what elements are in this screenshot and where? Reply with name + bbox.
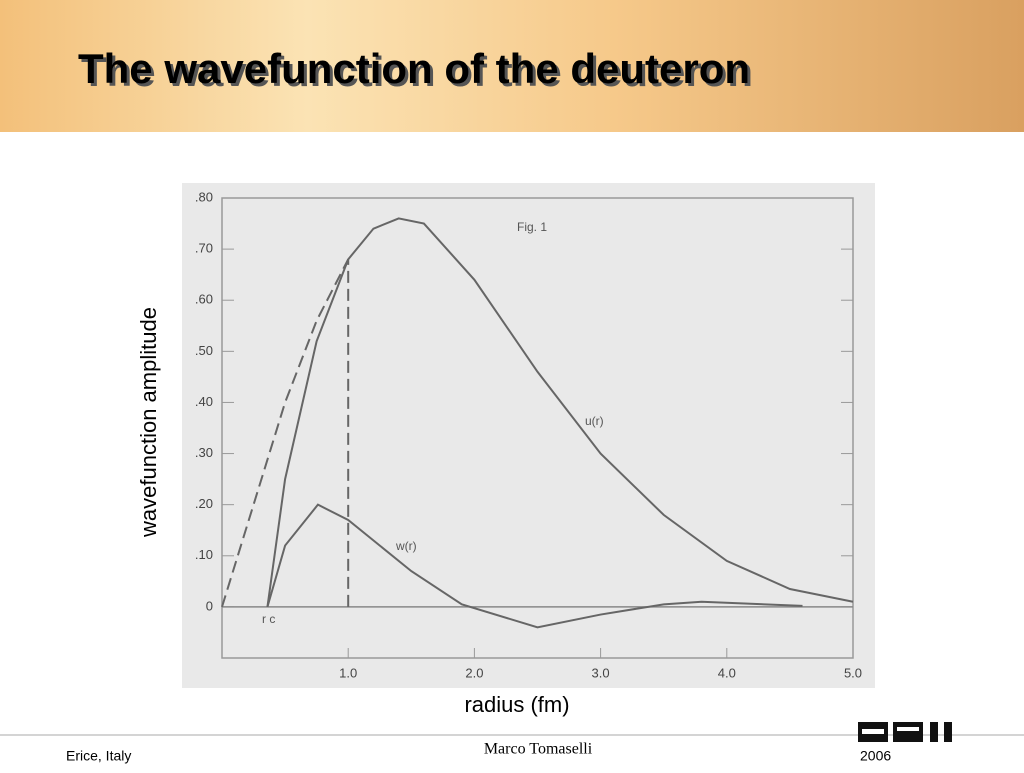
gsi-logo: [858, 722, 952, 742]
y-axis-label: wavefunction amplitude: [136, 307, 161, 538]
x-tick-label: 4.0: [718, 665, 736, 680]
series-line: [266, 217, 854, 608]
annotation: r c: [262, 612, 275, 626]
curve-label: u(r): [585, 414, 604, 428]
annotation: Fig. 1: [517, 220, 547, 234]
slide-title: The wavefunction of the deuteron: [78, 45, 750, 92]
footer-right: 2006: [860, 748, 891, 764]
curve-label: w(r): [395, 539, 417, 553]
series-line: [266, 503, 803, 629]
x-tick-label: 5.0: [844, 665, 862, 680]
x-tick-label: 1.0: [339, 665, 357, 680]
y-tick-label: .40: [195, 394, 213, 409]
x-axis-label: radius (fm): [464, 692, 569, 717]
header-banner: [0, 0, 1024, 132]
y-tick-label: .70: [195, 241, 213, 256]
x-tick-label: 3.0: [592, 665, 610, 680]
title-shadow: The wavefunction of the deuteron: [81, 48, 753, 95]
figure-panel: [182, 183, 875, 688]
y-tick-label: .30: [195, 445, 213, 460]
y-tick-label: .80: [195, 189, 213, 204]
plot-frame: [221, 197, 854, 659]
footer-center: Marco Tomaselli: [484, 741, 593, 758]
footer-left: Erice, Italy: [66, 748, 131, 764]
y-tick-label: .10: [195, 547, 213, 562]
y-tick-label: .20: [195, 496, 213, 511]
x-tick-label: 2.0: [465, 665, 483, 680]
y-tick-label: .50: [195, 343, 213, 358]
series-line: [221, 258, 350, 608]
y-tick-label: 0: [206, 598, 213, 613]
y-tick-label: .60: [195, 292, 213, 307]
